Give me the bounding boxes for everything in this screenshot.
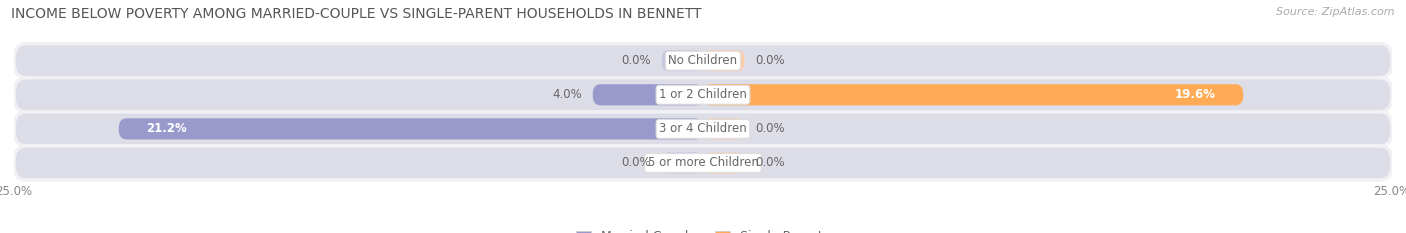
FancyBboxPatch shape — [703, 50, 744, 71]
Text: 3 or 4 Children: 3 or 4 Children — [659, 122, 747, 135]
FancyBboxPatch shape — [593, 84, 703, 105]
FancyBboxPatch shape — [14, 78, 1392, 112]
Text: 0.0%: 0.0% — [755, 122, 785, 135]
FancyBboxPatch shape — [662, 50, 703, 71]
Text: 1 or 2 Children: 1 or 2 Children — [659, 88, 747, 101]
Text: 21.2%: 21.2% — [146, 122, 187, 135]
FancyBboxPatch shape — [14, 112, 1392, 146]
Text: Source: ZipAtlas.com: Source: ZipAtlas.com — [1277, 7, 1395, 17]
FancyBboxPatch shape — [118, 118, 703, 140]
Text: No Children: No Children — [668, 54, 738, 67]
FancyBboxPatch shape — [14, 44, 1392, 78]
FancyBboxPatch shape — [662, 152, 703, 174]
Legend: Married Couples, Single Parents: Married Couples, Single Parents — [571, 225, 835, 233]
Text: 4.0%: 4.0% — [553, 88, 582, 101]
FancyBboxPatch shape — [703, 118, 744, 140]
Text: 5 or more Children: 5 or more Children — [648, 157, 758, 169]
FancyBboxPatch shape — [703, 84, 1243, 105]
FancyBboxPatch shape — [703, 152, 744, 174]
Text: 0.0%: 0.0% — [755, 157, 785, 169]
Text: 0.0%: 0.0% — [755, 54, 785, 67]
Text: 0.0%: 0.0% — [621, 157, 651, 169]
Text: 0.0%: 0.0% — [621, 54, 651, 67]
Text: 19.6%: 19.6% — [1174, 88, 1216, 101]
Text: INCOME BELOW POVERTY AMONG MARRIED-COUPLE VS SINGLE-PARENT HOUSEHOLDS IN BENNETT: INCOME BELOW POVERTY AMONG MARRIED-COUPL… — [11, 7, 702, 21]
FancyBboxPatch shape — [14, 146, 1392, 180]
